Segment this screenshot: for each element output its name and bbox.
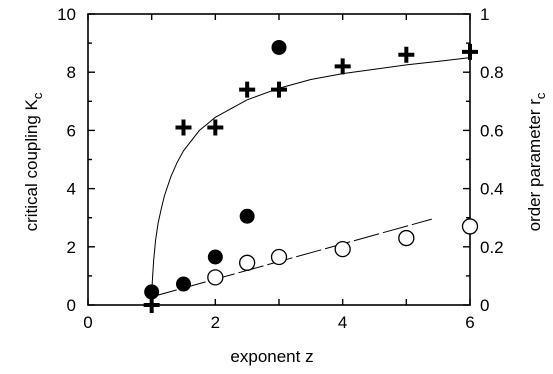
left-y-axis-ticks: 0 2 4 6 8 10 [57, 5, 95, 315]
left-y-tick-label: 8 [67, 63, 76, 82]
right-y-tick-label: 0 [480, 296, 489, 315]
left-y-axis-label-main: critical coupling K [22, 98, 41, 231]
fit-curves [151, 57, 471, 306]
plus-marker [239, 81, 256, 98]
x-tick-label: 6 [465, 313, 474, 332]
right-y-axis-label-main: order parameter r [525, 99, 544, 232]
left-y-tick-label: 0 [67, 296, 76, 315]
right-y-axis-label: order parameter rc [525, 92, 548, 231]
plus-marker [334, 58, 351, 75]
open-circle-marker [270, 248, 288, 266]
open-circle-marker [334, 240, 351, 258]
right-y-tick-label: 1 [480, 5, 489, 24]
plus-marker [462, 43, 478, 60]
data-markers [143, 39, 479, 313]
open-circle-marker [461, 218, 479, 235]
left-y-tick-label: 2 [67, 238, 76, 257]
right-y-tick-label: 0.4 [480, 180, 504, 199]
open-circle-marker [398, 229, 415, 247]
x-tick-label: 4 [338, 313, 347, 332]
filled-circle-marker [271, 39, 287, 55]
plus-marker [398, 46, 415, 63]
plus-marker [143, 297, 160, 313]
plus-marker [175, 119, 192, 136]
left-y-tick-label: 6 [67, 121, 76, 140]
left-y-axis-label: critical coupling Kc [22, 92, 45, 231]
filled-circle-marker [207, 249, 223, 265]
plus-marker [207, 119, 224, 136]
right-y-tick-label: 0.6 [480, 121, 504, 140]
left-y-tick-label: 10 [57, 5, 76, 24]
right-y-axis-label-subscript: c [533, 92, 548, 99]
right-y-tick-label: 0.8 [480, 63, 504, 82]
left-y-axis-label-subscript: c [30, 92, 45, 99]
right-y-tick-label: 0.2 [480, 238, 504, 257]
filled-circle-marker [144, 284, 160, 300]
right-y-axis-ticks: 0 0.2 0.4 0.6 0.8 1 [463, 5, 504, 315]
left-y-tick-label: 4 [67, 180, 76, 199]
filled-circle-marker [176, 276, 191, 292]
plus-marker [271, 81, 287, 98]
dashed-fit-line [151, 218, 432, 298]
solid-fit-curve [151, 57, 471, 306]
x-axis-label: exponent z [230, 347, 313, 366]
x-axis-ticks: 0 2 4 6 [83, 14, 475, 332]
open-circle-marker [239, 254, 256, 271]
open-circle-marker [207, 269, 224, 286]
x-tick-label: 0 [83, 313, 92, 332]
filled-circle-marker [239, 208, 255, 224]
x-tick-label: 2 [211, 313, 220, 332]
